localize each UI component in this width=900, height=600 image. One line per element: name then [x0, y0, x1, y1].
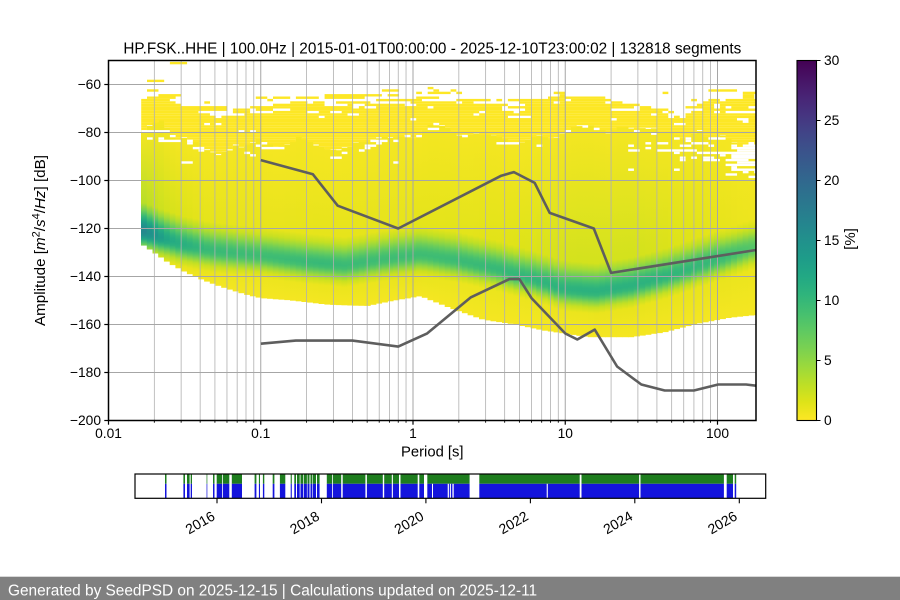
svg-text:10: 10 [558, 426, 574, 441]
svg-text:0.1: 0.1 [251, 426, 270, 441]
svg-text:HP.FSK..HHE | 100.0Hz | 2015-0: HP.FSK..HHE | 100.0Hz | 2015-01-01T00:00… [123, 41, 741, 58]
svg-text:−120: −120 [70, 221, 101, 236]
svg-text:15: 15 [824, 233, 840, 248]
svg-text:0: 0 [824, 413, 832, 428]
svg-text:−80: −80 [78, 125, 102, 140]
svg-text:Generated by SeedPSD on 2025-1: Generated by SeedPSD on 2025-12-15 | Cal… [8, 582, 537, 599]
svg-text:1: 1 [409, 426, 417, 441]
svg-text:20: 20 [824, 173, 840, 188]
svg-text:−180: −180 [70, 365, 101, 380]
svg-text:−100: −100 [70, 173, 101, 188]
svg-text:0.01: 0.01 [95, 426, 122, 441]
svg-text:[%]: [%] [842, 228, 859, 250]
svg-text:−200: −200 [70, 413, 101, 428]
svg-text:10: 10 [824, 293, 840, 308]
svg-text:Amplitude [m2/s4/Hz] [dB]: Amplitude [m2/s4/Hz] [dB] [31, 155, 50, 326]
svg-text:30: 30 [824, 53, 840, 68]
svg-text:Period [s]: Period [s] [401, 445, 464, 461]
svg-text:−160: −160 [70, 317, 101, 332]
svg-text:5: 5 [824, 353, 832, 368]
svg-text:100: 100 [706, 426, 729, 441]
svg-text:25: 25 [824, 113, 840, 128]
svg-text:−60: −60 [78, 77, 102, 92]
svg-text:−140: −140 [70, 269, 101, 284]
